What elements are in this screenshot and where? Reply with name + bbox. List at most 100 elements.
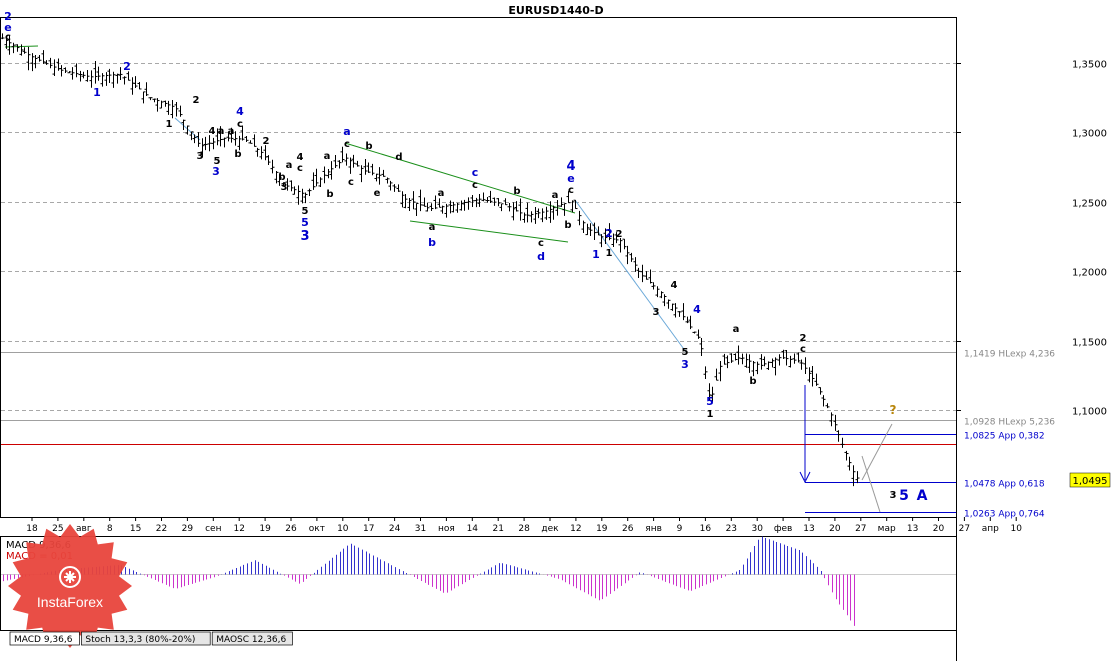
date-label: апр: [982, 524, 999, 534]
wave-label: b: [513, 186, 520, 197]
price-axis: 1,3500 1,3000 1,2500 1,2000 1,1500 1,1000: [956, 60, 1107, 418]
date-label: мар: [878, 524, 896, 534]
date-label: авг: [76, 524, 92, 534]
price-label: 1,1000: [1072, 407, 1107, 418]
wave-label: 5: [302, 206, 309, 217]
indicator-tab[interactable]: [211, 631, 293, 646]
wave-label: 1: [93, 86, 101, 99]
date-label: ноя: [438, 524, 455, 534]
date-label: 27: [959, 524, 970, 534]
date-label: 29: [182, 524, 194, 534]
level-label: 1,0478 App 0,618: [964, 480, 1045, 490]
date-label: 15: [130, 524, 141, 534]
price-label: 1,3000: [1072, 129, 1107, 140]
indicator-tab[interactable]: [81, 631, 211, 646]
price-bars: [0, 33, 860, 487]
date-label: 19: [259, 524, 271, 534]
wave-label: 3: [197, 151, 204, 162]
chart-title: EURUSD1440-D: [508, 4, 603, 17]
wave-label: c: [538, 238, 544, 249]
date-label: 19: [596, 524, 608, 534]
projection-arrow: [799, 471, 811, 484]
wave-label: c: [800, 344, 806, 355]
wave-label: 3: [281, 182, 288, 193]
date-label: 9: [677, 524, 683, 534]
wave-label: a: [218, 126, 225, 137]
wave-label: e: [567, 172, 574, 185]
date-label: 22: [156, 524, 167, 534]
date-label: 26: [622, 524, 634, 534]
wave-label: 1: [166, 119, 173, 130]
level-label: 1,0928 HLexp 5,236: [964, 418, 1055, 428]
wave-label: d: [395, 152, 402, 163]
date-label: 25: [52, 524, 63, 534]
wave-label: 4: [671, 280, 678, 291]
instaforex-logo-icon[interactable]: InstaForex: [8, 524, 132, 648]
wave-label: c: [472, 166, 479, 179]
wave-label: 1: [592, 248, 600, 261]
wave-label: a: [286, 160, 293, 171]
date-label: 20: [829, 524, 841, 534]
wave-label: b: [749, 376, 756, 387]
date-label: 13: [907, 524, 918, 534]
wave-label: 5: [706, 395, 714, 408]
date-label: 21: [492, 524, 503, 534]
wave-label: c: [344, 139, 350, 150]
wave-label: e: [374, 188, 381, 199]
date-label: 18: [26, 524, 38, 534]
channel-line: [344, 142, 576, 214]
wave-label: c: [5, 32, 11, 43]
date-label: 16: [700, 524, 712, 534]
wave-label: d: [537, 250, 545, 263]
wave-label: a: [228, 126, 235, 137]
indicator-tab-label[interactable]: MAOSC 12,36,6: [216, 635, 286, 645]
indicator-tab-label[interactable]: Stoch 13,3,3 (80%-20%): [85, 635, 195, 645]
wave-label: a: [438, 188, 445, 199]
date-label: 12: [233, 524, 244, 534]
forecast-line: [861, 455, 881, 513]
wave-label: 5: [899, 488, 909, 504]
wave-label: a: [552, 190, 559, 201]
indicator-tab-label[interactable]: MACD 9,36,6: [14, 635, 73, 645]
wave-label: 4: [297, 152, 304, 163]
wave-label: 4: [566, 159, 575, 174]
price-label: 1,2000: [1072, 268, 1107, 279]
wave-label: 2: [263, 136, 270, 147]
wave-label: b: [234, 149, 241, 160]
wave-label: 4: [209, 126, 216, 137]
wave-label: 3: [300, 229, 309, 244]
date-label: 31: [415, 524, 426, 534]
svg-text:1,0495: 1,0495: [1073, 476, 1108, 487]
price-label: 1,2500: [1072, 199, 1107, 210]
wave-label: e: [4, 21, 11, 34]
indicator-tab[interactable]: [9, 631, 80, 646]
date-label: 8: [107, 524, 113, 534]
date-axis: 18 25 авг 8 15 22 29 сен 12 19 26 окт 10 17 24 31 ноя 14 2…: [26, 517, 1022, 534]
wave-label: b: [278, 172, 285, 183]
wave-label: 1: [707, 409, 714, 420]
wave-label: a: [343, 125, 350, 138]
wave-label: 2: [123, 60, 131, 73]
wave-label: A: [917, 488, 928, 504]
wave-label: c: [237, 119, 243, 130]
wave-label: 2: [4, 10, 12, 23]
wave-label: 2: [800, 333, 807, 344]
date-label: 24: [389, 524, 401, 534]
wave-label: b: [326, 189, 333, 200]
wave-label: 4: [693, 303, 701, 316]
date-label: 20: [933, 524, 945, 534]
wave-label: 2: [605, 227, 613, 240]
wave-label: 5: [214, 156, 221, 167]
wave-label: 4: [236, 105, 244, 118]
wave-label: a: [429, 222, 436, 233]
date-label: 23: [726, 524, 737, 534]
channel-line: [409, 220, 569, 243]
wave-label: b: [365, 141, 372, 152]
wave-label: a: [733, 324, 740, 335]
fibo-levels: 1,1419 HLexp 4,236 1,0928 HLexp 5,236 1,08…: [1, 350, 1055, 520]
price-grid: [1, 63, 956, 411]
wave-label: c: [348, 177, 354, 188]
wave-label: 3: [212, 165, 220, 178]
